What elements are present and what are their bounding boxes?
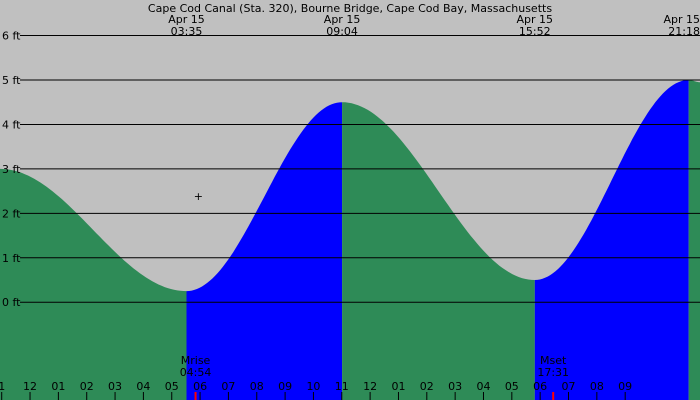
y-tick-label: 1 ft <box>2 252 21 265</box>
moon-event-label: Mrise <box>181 354 211 367</box>
tide-date-label: Apr 15 <box>663 13 700 26</box>
chart-title: Cape Cod Canal (Sta. 320), Bourne Bridge… <box>148 2 552 15</box>
falling-tide-area <box>688 80 700 400</box>
tide-date-label: Apr 15 <box>517 13 554 26</box>
moon-event-time: 04:54 <box>180 366 212 379</box>
y-tick-label: 6 ft <box>2 30 21 43</box>
y-tick-label: 2 ft <box>2 207 21 220</box>
y-tick-label: 5 ft <box>2 74 21 87</box>
x-tick-label: 06 <box>533 380 547 393</box>
x-tick-label: 04 <box>476 380 490 393</box>
falling-tide-area <box>0 168 187 400</box>
x-tick-label: 12 <box>363 380 377 393</box>
x-tick-label: 02 <box>420 380 434 393</box>
x-tick-label: 02 <box>80 380 94 393</box>
annotations: + <box>194 190 203 203</box>
tide-time-label: 09:04 <box>326 25 358 38</box>
moon-event-label: Mset <box>540 354 567 367</box>
x-tick-label: 12 <box>23 380 37 393</box>
tide-time-label: 21:18 <box>668 25 700 38</box>
falling-tide-area <box>342 102 535 400</box>
x-tick-label: 03 <box>108 380 122 393</box>
x-tick-label: 06 <box>193 380 207 393</box>
moon-event-time: 17:31 <box>537 366 569 379</box>
x-axis: 1 12 01 02 03 04 05 06 07 08 09 10 11 12 01 02 03 04 05 06 0… <box>0 380 632 400</box>
y-tick-label: 4 ft <box>2 118 21 131</box>
x-tick-label: 10 <box>306 380 320 393</box>
x-tick-label: 11 <box>335 380 349 393</box>
x-tick-label: 01 <box>391 380 405 393</box>
tide-date-label: Apr 15 <box>324 13 361 26</box>
x-tick-label: 09 <box>618 380 632 393</box>
tide-date-label: Apr 15 <box>168 13 205 26</box>
annotation-mark: + <box>194 190 203 203</box>
x-tick-label: 07 <box>221 380 235 393</box>
x-tick-label: 01 <box>51 380 65 393</box>
x-tick-label: 09 <box>278 380 292 393</box>
tide-areas <box>0 80 700 400</box>
x-tick-label: 03 <box>448 380 462 393</box>
tide-time-label: 15:52 <box>519 25 551 38</box>
y-tick-label: 3 ft <box>2 163 21 176</box>
x-tick-label: 04 <box>136 380 150 393</box>
x-tick-label: 07 <box>562 380 576 393</box>
height-gridlines: 6 ft 5 ft 4 ft 3 ft 2 ft 1 ft 0 ft <box>2 30 700 309</box>
rising-tide-area <box>186 102 343 400</box>
y-tick-label: 0 ft <box>2 296 21 309</box>
x-tick-label: 05 <box>505 380 519 393</box>
x-tick-label: 08 <box>590 380 604 393</box>
rising-tide-area <box>534 80 689 400</box>
x-tick-label: 1 <box>0 380 5 393</box>
x-tick-label: 08 <box>250 380 264 393</box>
tide-time-label: 03:35 <box>171 25 203 38</box>
x-tick-label: 05 <box>165 380 179 393</box>
